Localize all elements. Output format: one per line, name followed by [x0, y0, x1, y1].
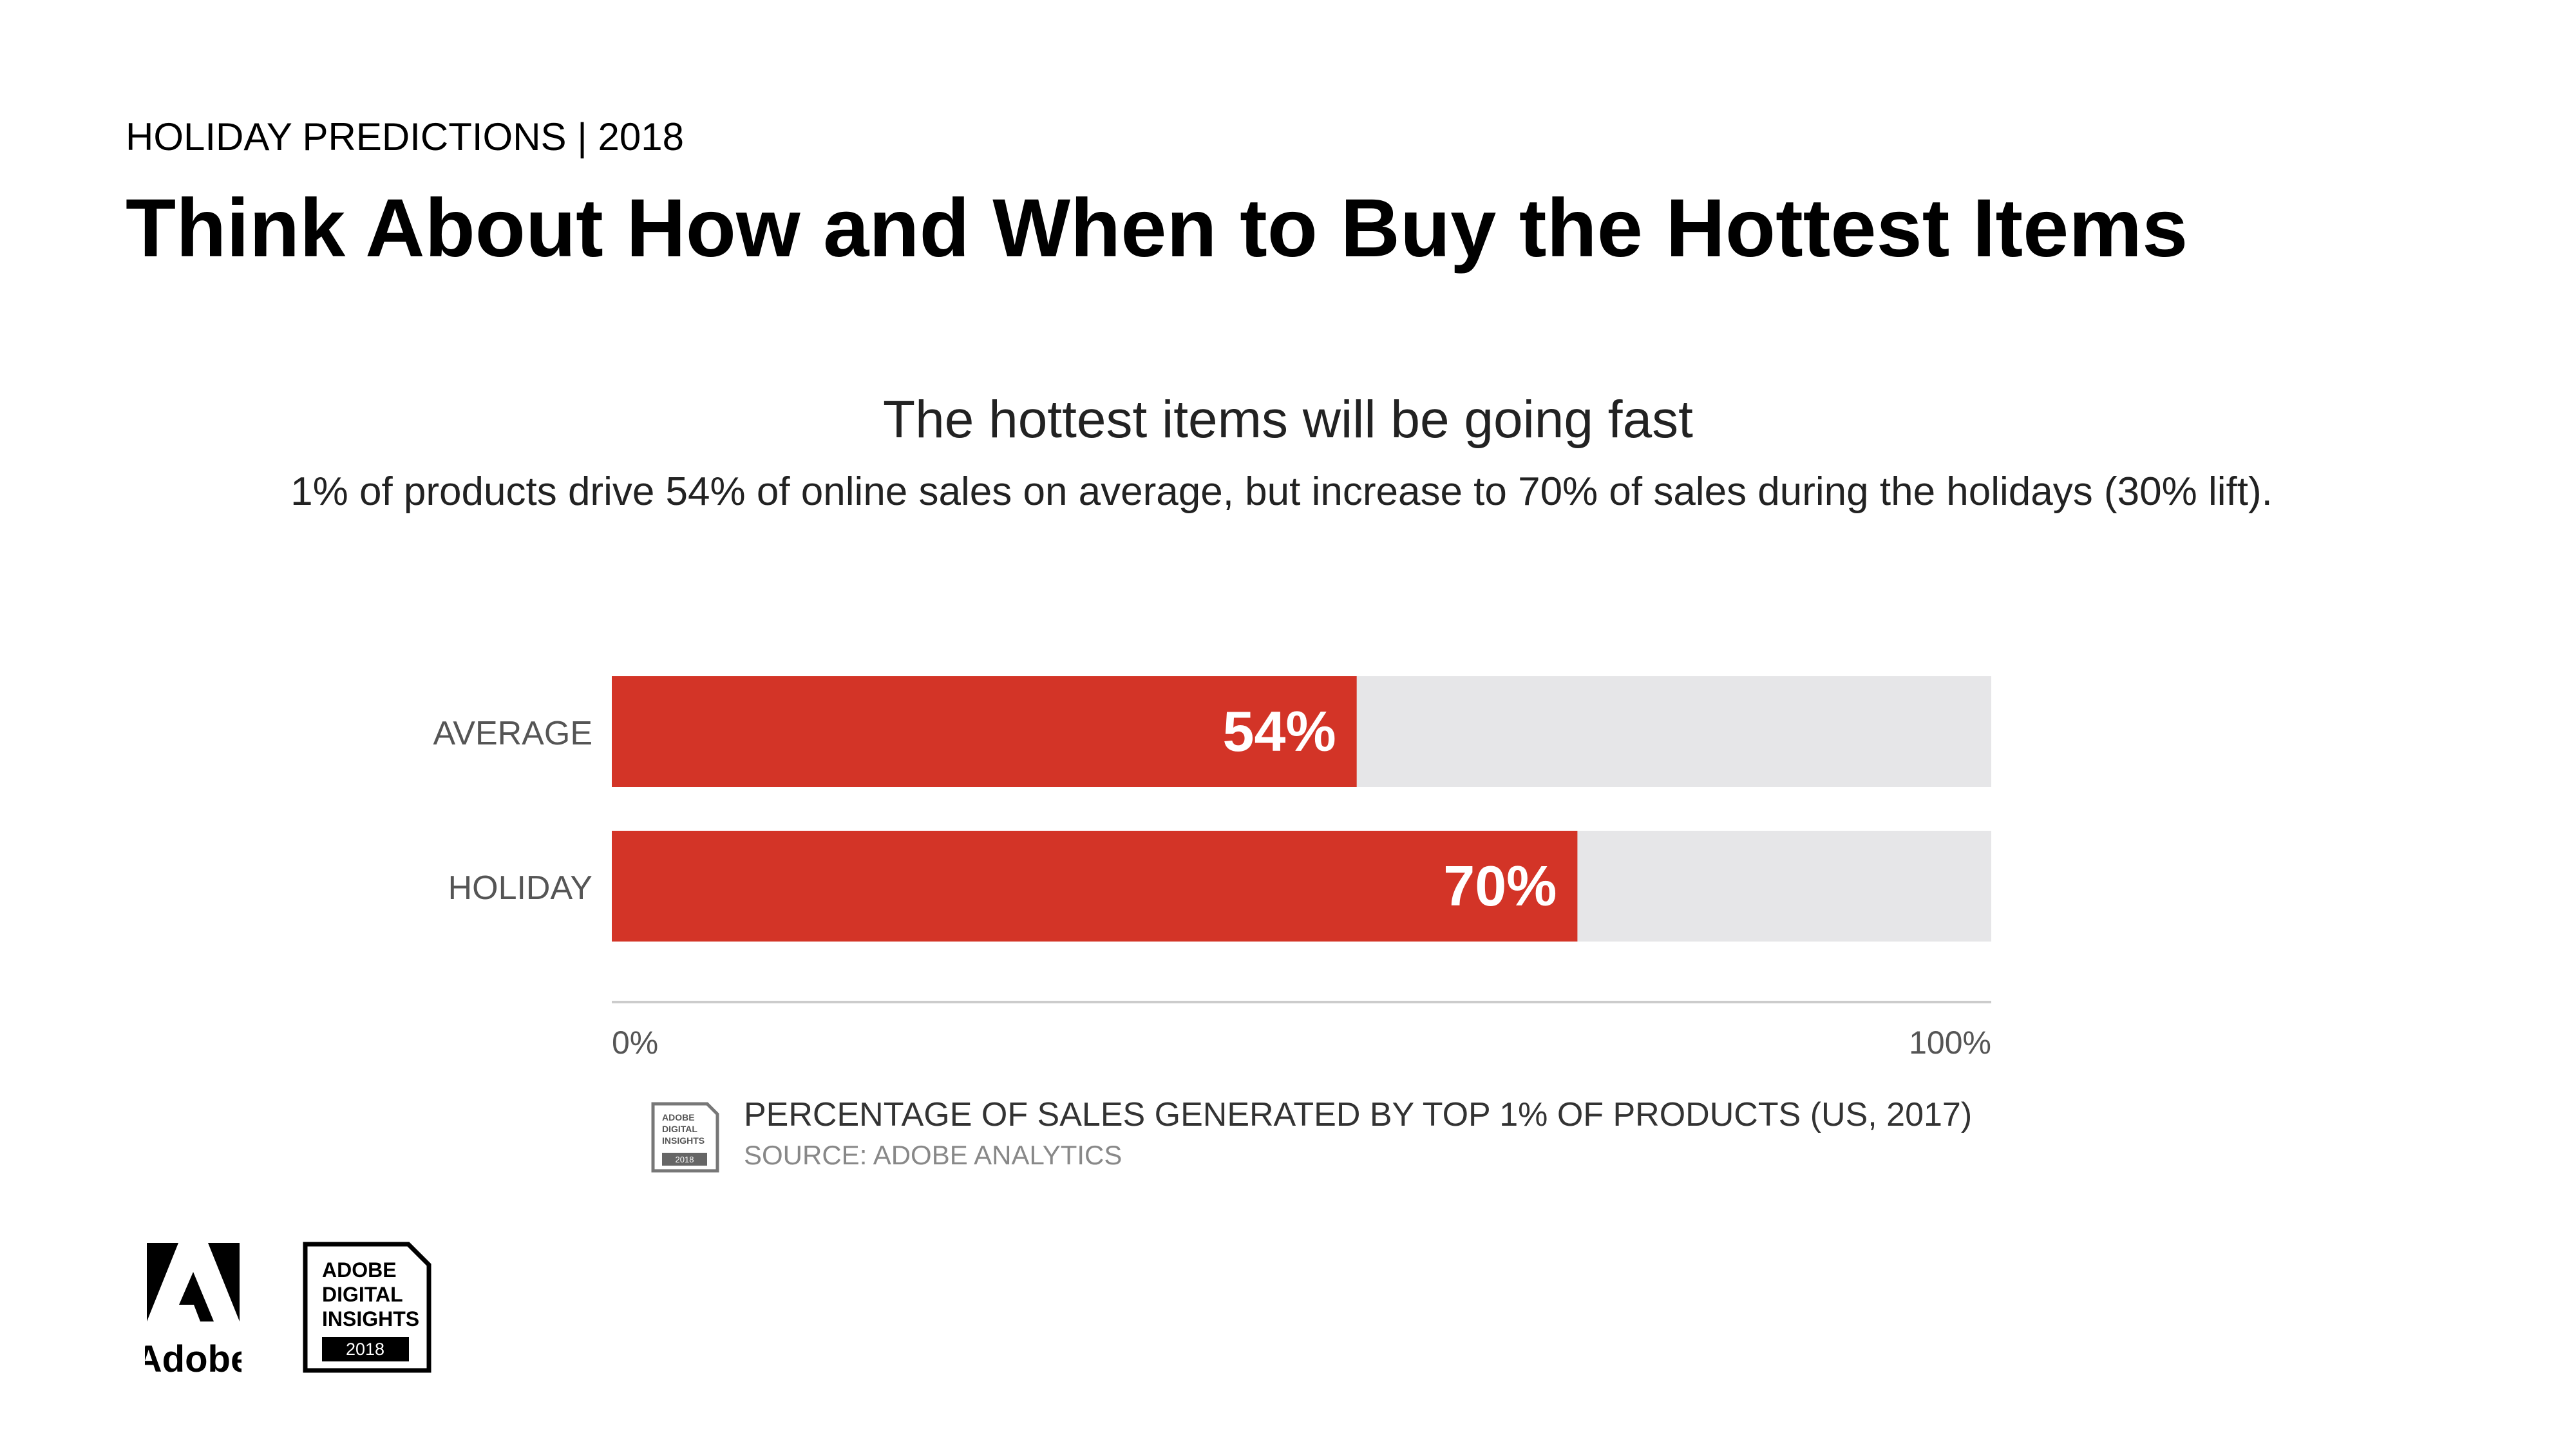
- bar-value-label-holiday: 70%: [1443, 854, 1557, 918]
- page-title: Think About How and When to Buy the Hott…: [126, 182, 2188, 274]
- badge-line-3: INSIGHTS: [322, 1307, 419, 1331]
- adobe-wordmark: Adobe: [145, 1338, 242, 1378]
- chart-subtitle: The hottest items will be going fast: [883, 390, 1693, 449]
- adobe-logo: Adobe: [135, 1243, 251, 1380]
- chart-description: 1% of products drive 54% of online sales…: [290, 469, 2273, 514]
- bar-average: [612, 676, 1357, 787]
- eyebrow-label: HOLIDAY PREDICTIONS | 2018: [126, 115, 684, 158]
- badge-line-2: DIGITAL: [322, 1283, 403, 1306]
- bar-value-label-average: 54%: [1223, 699, 1336, 763]
- x-tick-label-min: 0%: [612, 1025, 658, 1061]
- svg-text:INSIGHTS: INSIGHTS: [662, 1135, 705, 1146]
- svg-text:DIGITAL: DIGITAL: [662, 1124, 697, 1134]
- adobe-a-icon: Adobe: [135, 1243, 251, 1380]
- bar-holiday: [612, 831, 1578, 942]
- category-label-holiday: HOLIDAY: [448, 869, 592, 907]
- x-tick-label-max: 100%: [1909, 1025, 1991, 1061]
- digital-insights-badge: ADOBE DIGITAL INSIGHTS 2018: [303, 1242, 431, 1373]
- digital-insights-badge-icon: ADOBE DIGITAL INSIGHTS 2018: [651, 1102, 719, 1173]
- bars-group: 54% AVERAGE 70% HOLIDAY: [433, 676, 1991, 942]
- badge-line-1: ADOBE: [322, 1258, 397, 1282]
- badge-year: 2018: [346, 1340, 384, 1359]
- chart-source: SOURCE: ADOBE ANALYTICS: [744, 1140, 1122, 1170]
- digital-insights-logo: ADOBE DIGITAL INSIGHTS 2018: [303, 1242, 431, 1374]
- chart-caption-block: ADOBE DIGITAL INSIGHTS 2018 PERCENTAGE O…: [650, 1095, 1972, 1185]
- category-label-average: AVERAGE: [433, 715, 592, 752]
- svg-text:ADOBE: ADOBE: [662, 1112, 695, 1122]
- svg-text:2018: 2018: [676, 1155, 694, 1164]
- chart-caption: PERCENTAGE OF SALES GENERATED BY TOP 1% …: [744, 1096, 1973, 1133]
